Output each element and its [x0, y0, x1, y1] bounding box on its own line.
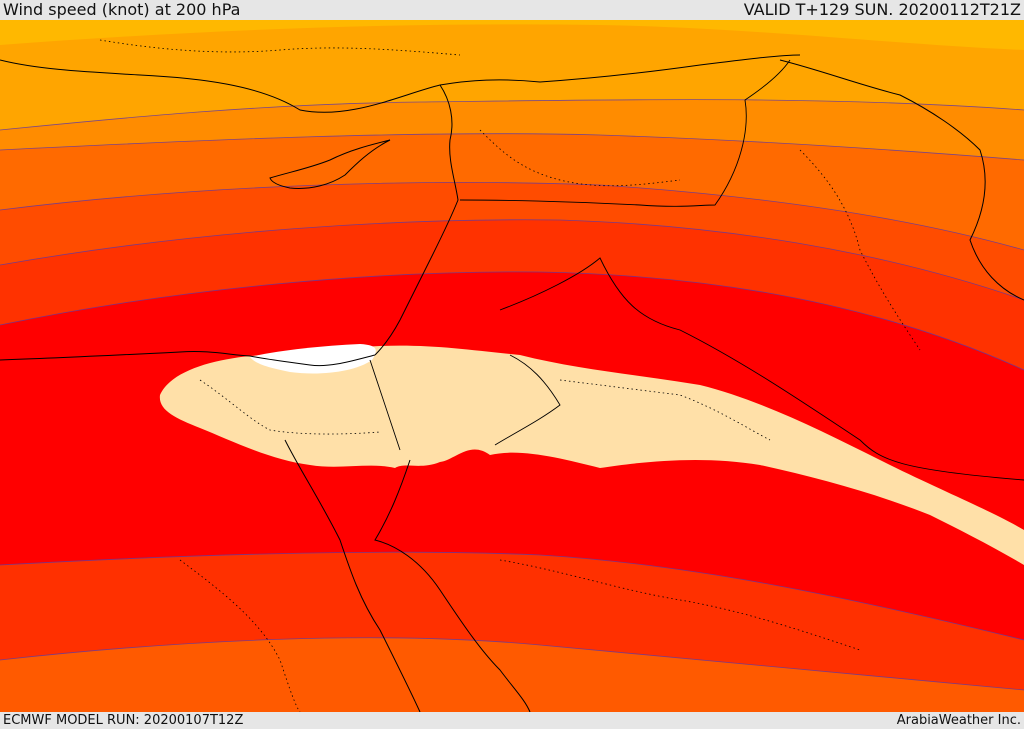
border-egypt-sudan [369, 359, 401, 451]
map-canvas [0, 20, 1024, 712]
wind-speed-map [0, 20, 1024, 712]
band-south-2 [0, 637, 1024, 712]
valid-time-label: VALID T+129 SUN. 20200112T21Z [743, 0, 1021, 19]
border-syria-iraq [459, 59, 791, 207]
coastline-red-sea-west [284, 439, 421, 712]
coastline-gulf-east [779, 59, 1024, 301]
contour-line-1 [0, 99, 1024, 131]
band-north-1 [0, 20, 1024, 130]
coastline-red-sea-east [374, 459, 531, 712]
contour-line-5 [0, 271, 1024, 371]
band-north-2 [0, 99, 1024, 160]
footer-bar: ECMWF MODEL RUN: 20200107T12Z ArabiaWeat… [0, 712, 1024, 729]
jet-max-region [250, 344, 376, 374]
jet-core-region [159, 345, 1024, 565]
contour-line-3 [0, 182, 1024, 251]
band-north-3 [0, 133, 1024, 250]
coastline-turkey-south [0, 54, 801, 113]
coastline-cyprus [269, 139, 391, 189]
internal-border-1 [479, 129, 681, 187]
band-north-5 [0, 219, 1024, 370]
internal-border-6 [799, 149, 921, 351]
border-iraq-saudi [499, 257, 1024, 481]
internal-border-5 [179, 559, 301, 712]
internal-border-7 [99, 39, 461, 56]
coastline-levant [374, 84, 459, 356]
border-jordan-saudi [494, 354, 561, 446]
credit-label: ArabiaWeather Inc. [896, 713, 1021, 728]
header-bar: Wind speed (knot) at 200 hPa VALID T+129… [0, 0, 1024, 20]
model-run-label: ECMWF MODEL RUN: 20200107T12Z [3, 713, 244, 728]
contour-line-2 [0, 133, 1024, 161]
contour-line-6 [0, 551, 1024, 641]
band-north-4 [0, 182, 1024, 300]
band-north-yellow-top [0, 20, 1024, 50]
contour-line-7 [0, 637, 1024, 691]
coastline-egypt-north [0, 351, 376, 367]
contour-line-4 [0, 219, 1024, 301]
internal-border-3 [199, 379, 381, 435]
internal-border-2 [559, 379, 771, 441]
map-title: Wind speed (knot) at 200 hPa [3, 0, 241, 19]
